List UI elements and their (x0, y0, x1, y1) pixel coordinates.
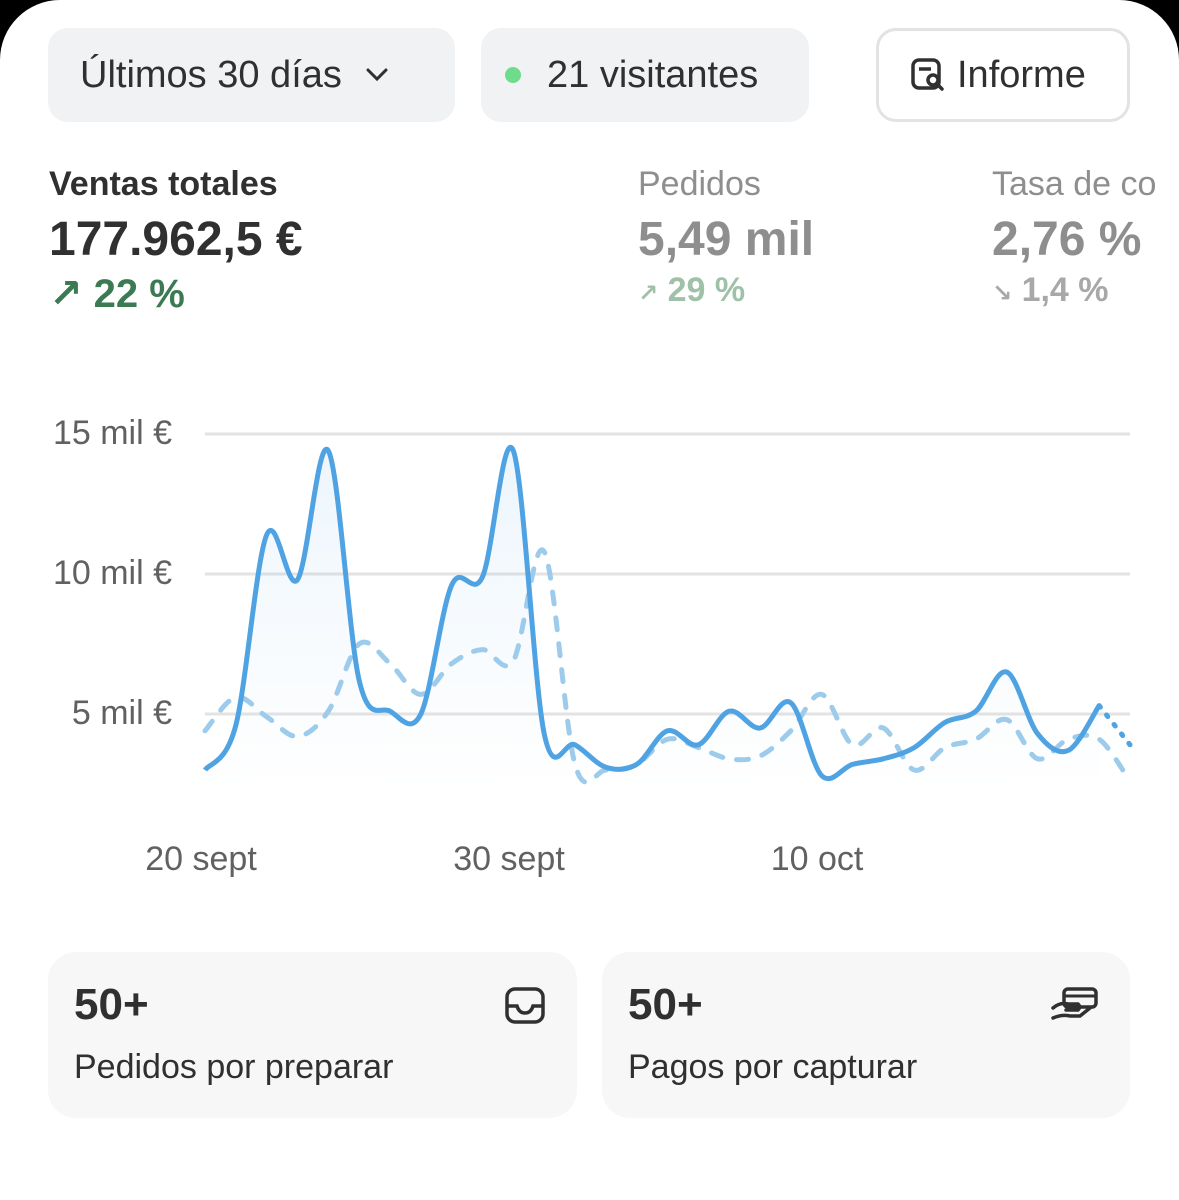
metric-orders[interactable]: Pedidos 5,49 mil ↗ 29 % (638, 165, 814, 310)
chevron-down-icon (366, 68, 388, 82)
inbox-icon (505, 987, 545, 1024)
tile-count: 50+ (74, 980, 149, 1029)
metric-label: Ventas totales (49, 165, 278, 203)
metric-change-value: 22 % (93, 272, 185, 316)
metric-label: Tasa de co (992, 165, 1157, 203)
report-label: Informe (957, 53, 1086, 96)
date-range-selector[interactable]: Últimos 30 días (48, 28, 455, 122)
tile-count: 50+ (628, 980, 703, 1029)
current-period-line (202, 444, 1102, 782)
metric-change: ↗ 22 % (49, 271, 303, 317)
arrow-up-right-icon: ↗ (638, 280, 659, 307)
tile-label: Pedidos por preparar (74, 1048, 394, 1086)
current-series-area (205, 447, 1100, 794)
arrow-up-right-icon: ↗ (49, 272, 83, 316)
report-search-icon (911, 58, 944, 91)
metric-label: Pedidos (638, 165, 761, 203)
metric-conversion-rate[interactable]: Tasa de co 2,76 % ↘ 1,4 % (992, 165, 1156, 310)
metric-value: 5,49 mil (638, 213, 815, 266)
metric-change: ↘ 1,4 % (992, 271, 1156, 310)
metric-value: 177.962,5 € (49, 213, 303, 266)
metric-change-value: 29 % (667, 271, 746, 309)
x-tick-label: 30 sept (453, 840, 565, 878)
arrow-down-right-icon: ↘ (992, 280, 1013, 307)
hand-card-icon (1051, 987, 1098, 1020)
tile-orders-to-fulfill[interactable]: 50+ Pedidos por preparar (48, 952, 577, 1118)
tile-payments-to-capture[interactable]: 50+ Pagos por capturar (602, 952, 1130, 1118)
current-period-partial-line (1096, 703, 1133, 748)
tile-label: Pagos por capturar (628, 1048, 918, 1086)
live-indicator-icon (505, 67, 521, 83)
metric-change: ↗ 29 % (638, 271, 814, 310)
date-range-label: Últimos 30 días (80, 53, 342, 96)
y-tick-label: 10 mil € (52, 554, 172, 592)
sales-chart[interactable] (0, 0, 1179, 900)
y-tick-label: 5 mil € (71, 694, 172, 732)
report-button[interactable]: Informe (876, 28, 1130, 122)
metric-value: 2,76 % (992, 213, 1142, 266)
metric-total-sales[interactable]: Ventas totales 177.962,5 € ↗ 22 % (49, 165, 303, 317)
live-visitors-button[interactable]: 21 visitantes (481, 28, 809, 122)
x-tick-label: 10 oct (770, 840, 864, 878)
y-tick-label: 15 mil € (52, 414, 172, 452)
metric-change-value: 1,4 % (1021, 271, 1109, 309)
x-tick-label: 20 sept (145, 840, 257, 878)
visitors-label: 21 visitantes (547, 53, 759, 96)
